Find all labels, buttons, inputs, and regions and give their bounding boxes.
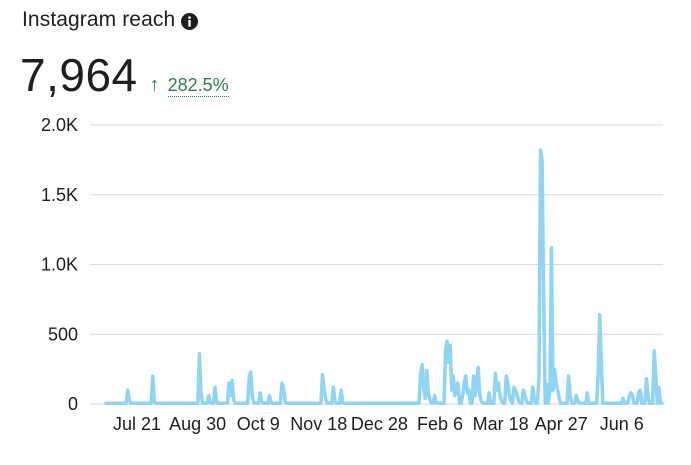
y-tick-label: 1.0K (41, 255, 78, 275)
arrow-up-icon: ↑ (149, 74, 160, 96)
y-tick-label: 1.5K (41, 185, 78, 205)
chart-series (104, 148, 664, 406)
metric-row: 7,964 ↑ 282.5% (20, 48, 229, 102)
x-tick-label: Mar 18 (473, 414, 529, 434)
y-axis-ticks: 0 500 1.0K 1.5K 2.0K (41, 115, 78, 414)
x-tick-label: Feb 6 (417, 414, 463, 434)
series-line (104, 148, 664, 406)
trend-percentage[interactable]: 282.5% (167, 75, 229, 97)
x-tick-label: Dec 28 (351, 414, 408, 434)
x-tick-label: Oct 9 (237, 414, 280, 434)
y-tick-label: 0 (68, 394, 78, 414)
y-tick-label: 2.0K (41, 115, 78, 135)
info-circle-icon[interactable] (181, 12, 199, 30)
card-header: Instagram reach (22, 8, 199, 32)
chart-gridlines (90, 124, 663, 405)
x-tick-label: Aug 30 (169, 414, 226, 434)
y-tick-label: 500 (48, 324, 78, 344)
metric-value: 7,964 (20, 49, 138, 101)
x-tick-label: Nov 18 (290, 414, 347, 434)
trend-indicator: ↑ 282.5% (150, 74, 229, 97)
x-tick-label: Apr 27 (535, 414, 588, 434)
card-title: Instagram reach (22, 8, 176, 31)
x-axis-ticks: Jul 21 Aug 30 Oct 9 Nov 18 Dec 28 Feb 6 Mar 18… (113, 414, 644, 434)
x-tick-label: Jul 21 (113, 414, 161, 434)
x-tick-label: Jun 6 (600, 414, 644, 434)
